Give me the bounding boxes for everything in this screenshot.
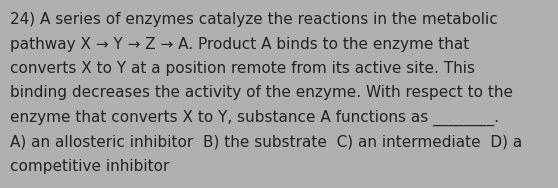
Text: enzyme that converts X to Y, substance A functions as ________.: enzyme that converts X to Y, substance A… [10, 110, 499, 126]
Text: binding decreases the activity of the enzyme. With respect to the: binding decreases the activity of the en… [10, 86, 513, 101]
Text: pathway X → Y → Z → A. Product A binds to the enzyme that: pathway X → Y → Z → A. Product A binds t… [10, 36, 469, 52]
Text: converts X to Y at a position remote from its active site. This: converts X to Y at a position remote fro… [10, 61, 475, 76]
Text: A) an allosteric inhibitor  B) the substrate  C) an intermediate  D) a: A) an allosteric inhibitor B) the substr… [10, 134, 522, 149]
Text: competitive inhibitor: competitive inhibitor [10, 159, 170, 174]
Text: 24) A series of enzymes catalyze the reactions in the metabolic: 24) A series of enzymes catalyze the rea… [10, 12, 498, 27]
